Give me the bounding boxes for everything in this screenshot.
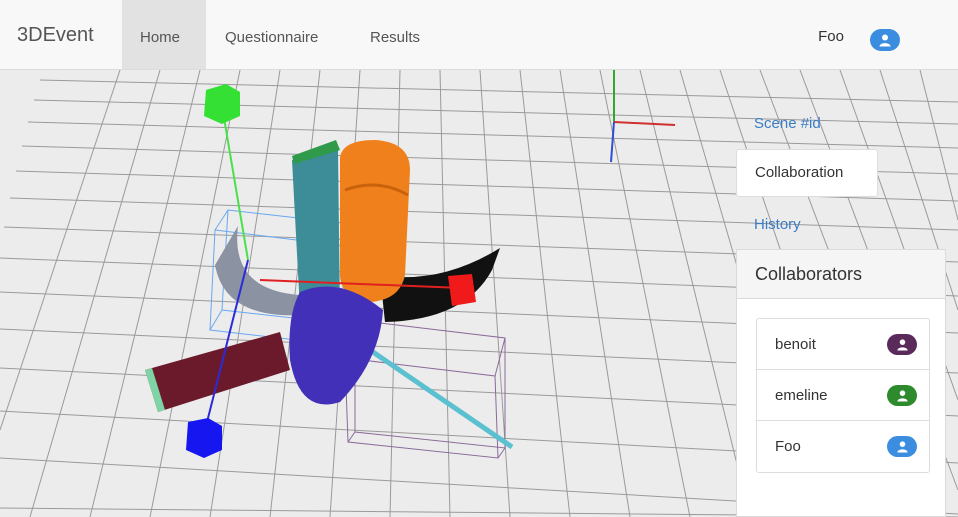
gizmo-handle-green[interactable] (204, 84, 240, 124)
nav-questionnaire[interactable]: Questionnaire (225, 29, 319, 46)
maroon-bar[interactable] (145, 332, 290, 412)
history-link[interactable]: History (754, 216, 801, 233)
list-item[interactable]: benoit (757, 319, 929, 370)
nav-results[interactable]: Results (370, 29, 421, 46)
nav-home[interactable]: Home (122, 0, 206, 69)
gizmo-z-axis (204, 259, 249, 431)
user-icon (887, 436, 917, 457)
cyan-rod[interactable] (368, 347, 514, 450)
gizmo-x-axis (259, 279, 463, 289)
gizmo-handle-red[interactable] (448, 274, 476, 306)
list-item[interactable]: Foo (757, 421, 929, 472)
list-item[interactable]: emeline (757, 370, 929, 421)
world-axes (610, 70, 676, 163)
collaborator-name: Foo (775, 438, 801, 455)
collaborator-name: benoit (775, 336, 816, 353)
teal-pillar[interactable] (292, 150, 340, 322)
purple-cone[interactable] (289, 286, 383, 405)
collaborator-name: emeline (775, 387, 828, 404)
user-icon (887, 385, 917, 406)
collaborators-title: Collaborators (737, 250, 945, 299)
collaborators-list: benoit emeline Foo (756, 318, 930, 473)
gizmo-handle-blue[interactable] (186, 418, 222, 458)
nav-user-name[interactable]: Foo (818, 28, 844, 45)
maroon-bar-cap (145, 368, 165, 412)
orange-cylinder[interactable] (339, 140, 410, 302)
teal-pillar-cap (292, 140, 340, 164)
user-icon (887, 334, 917, 355)
brand[interactable]: 3DEvent (17, 24, 94, 46)
black-curved-shape[interactable] (380, 248, 500, 322)
navbar: 3DEvent Home Questionnaire Results Foo (0, 0, 958, 70)
collaborators-panel: Collaborators benoit emeline Foo (736, 249, 946, 517)
scene-id-link[interactable]: Scene #id (754, 115, 821, 132)
user-icon[interactable] (870, 29, 900, 51)
grey-curved-shape[interactable] (215, 226, 305, 316)
collaboration-tab[interactable]: Collaboration (736, 149, 878, 197)
gizmo-y-axis (221, 105, 249, 261)
